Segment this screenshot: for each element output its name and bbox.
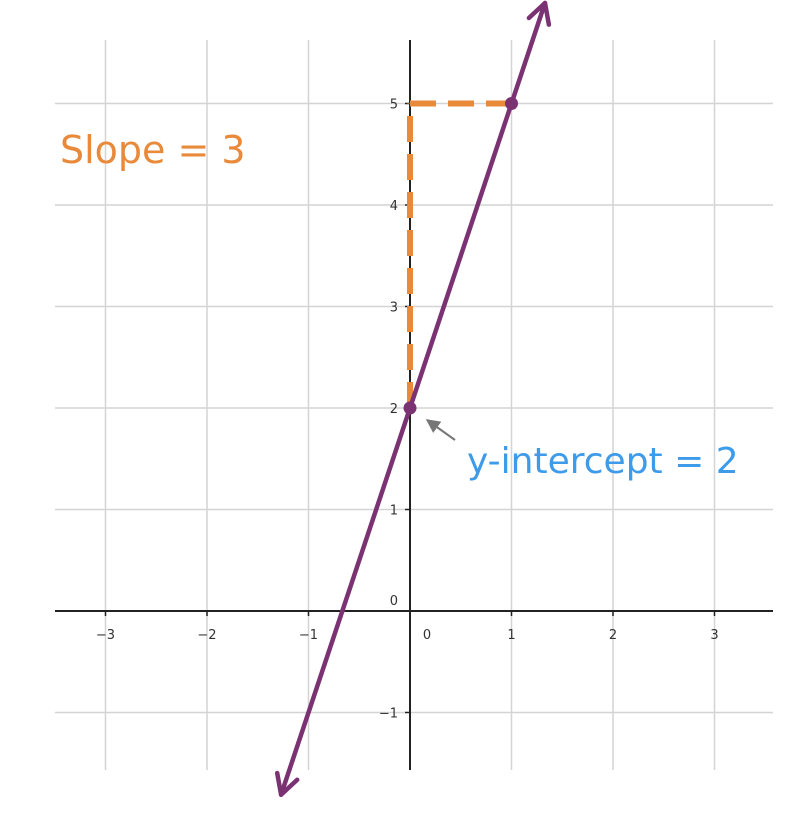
x-tick-label: −2: [197, 628, 216, 643]
point-1: [505, 97, 518, 110]
tick-labels: −3 −2 −1 0 1 2 3 −1 0 1 2 3 4 5: [96, 98, 719, 722]
function-line-segment: [278, 0, 548, 797]
points: [403, 97, 518, 415]
x-tick-label: −1: [299, 628, 318, 643]
y-intercept-pointer-arrow: [425, 419, 456, 441]
line-arrowhead-bottom: [274, 770, 300, 797]
x-tick-label: −3: [96, 628, 115, 643]
x-tick-label: 2: [609, 628, 617, 643]
x-tick-label: 0: [423, 628, 431, 643]
y-tick-label: 5: [390, 98, 398, 113]
y-tick-label: 2: [390, 402, 398, 417]
y-tick-label: 0: [390, 594, 398, 609]
y-tick-label: 4: [390, 199, 398, 214]
y-tick-label: 1: [390, 504, 398, 519]
x-tick-label: 3: [710, 628, 718, 643]
line-arrowhead-top: [526, 0, 552, 27]
slope-triangle: [407, 100, 512, 408]
y-tick-label: −1: [379, 707, 398, 722]
y-intercept-annotation: y-intercept = 2: [467, 441, 739, 482]
slope-annotation: Slope = 3: [60, 128, 246, 172]
x-tick-label: 1: [507, 628, 515, 643]
y-tick-label: 3: [390, 301, 398, 316]
point-0: [403, 401, 417, 415]
function-line: [274, 0, 552, 797]
